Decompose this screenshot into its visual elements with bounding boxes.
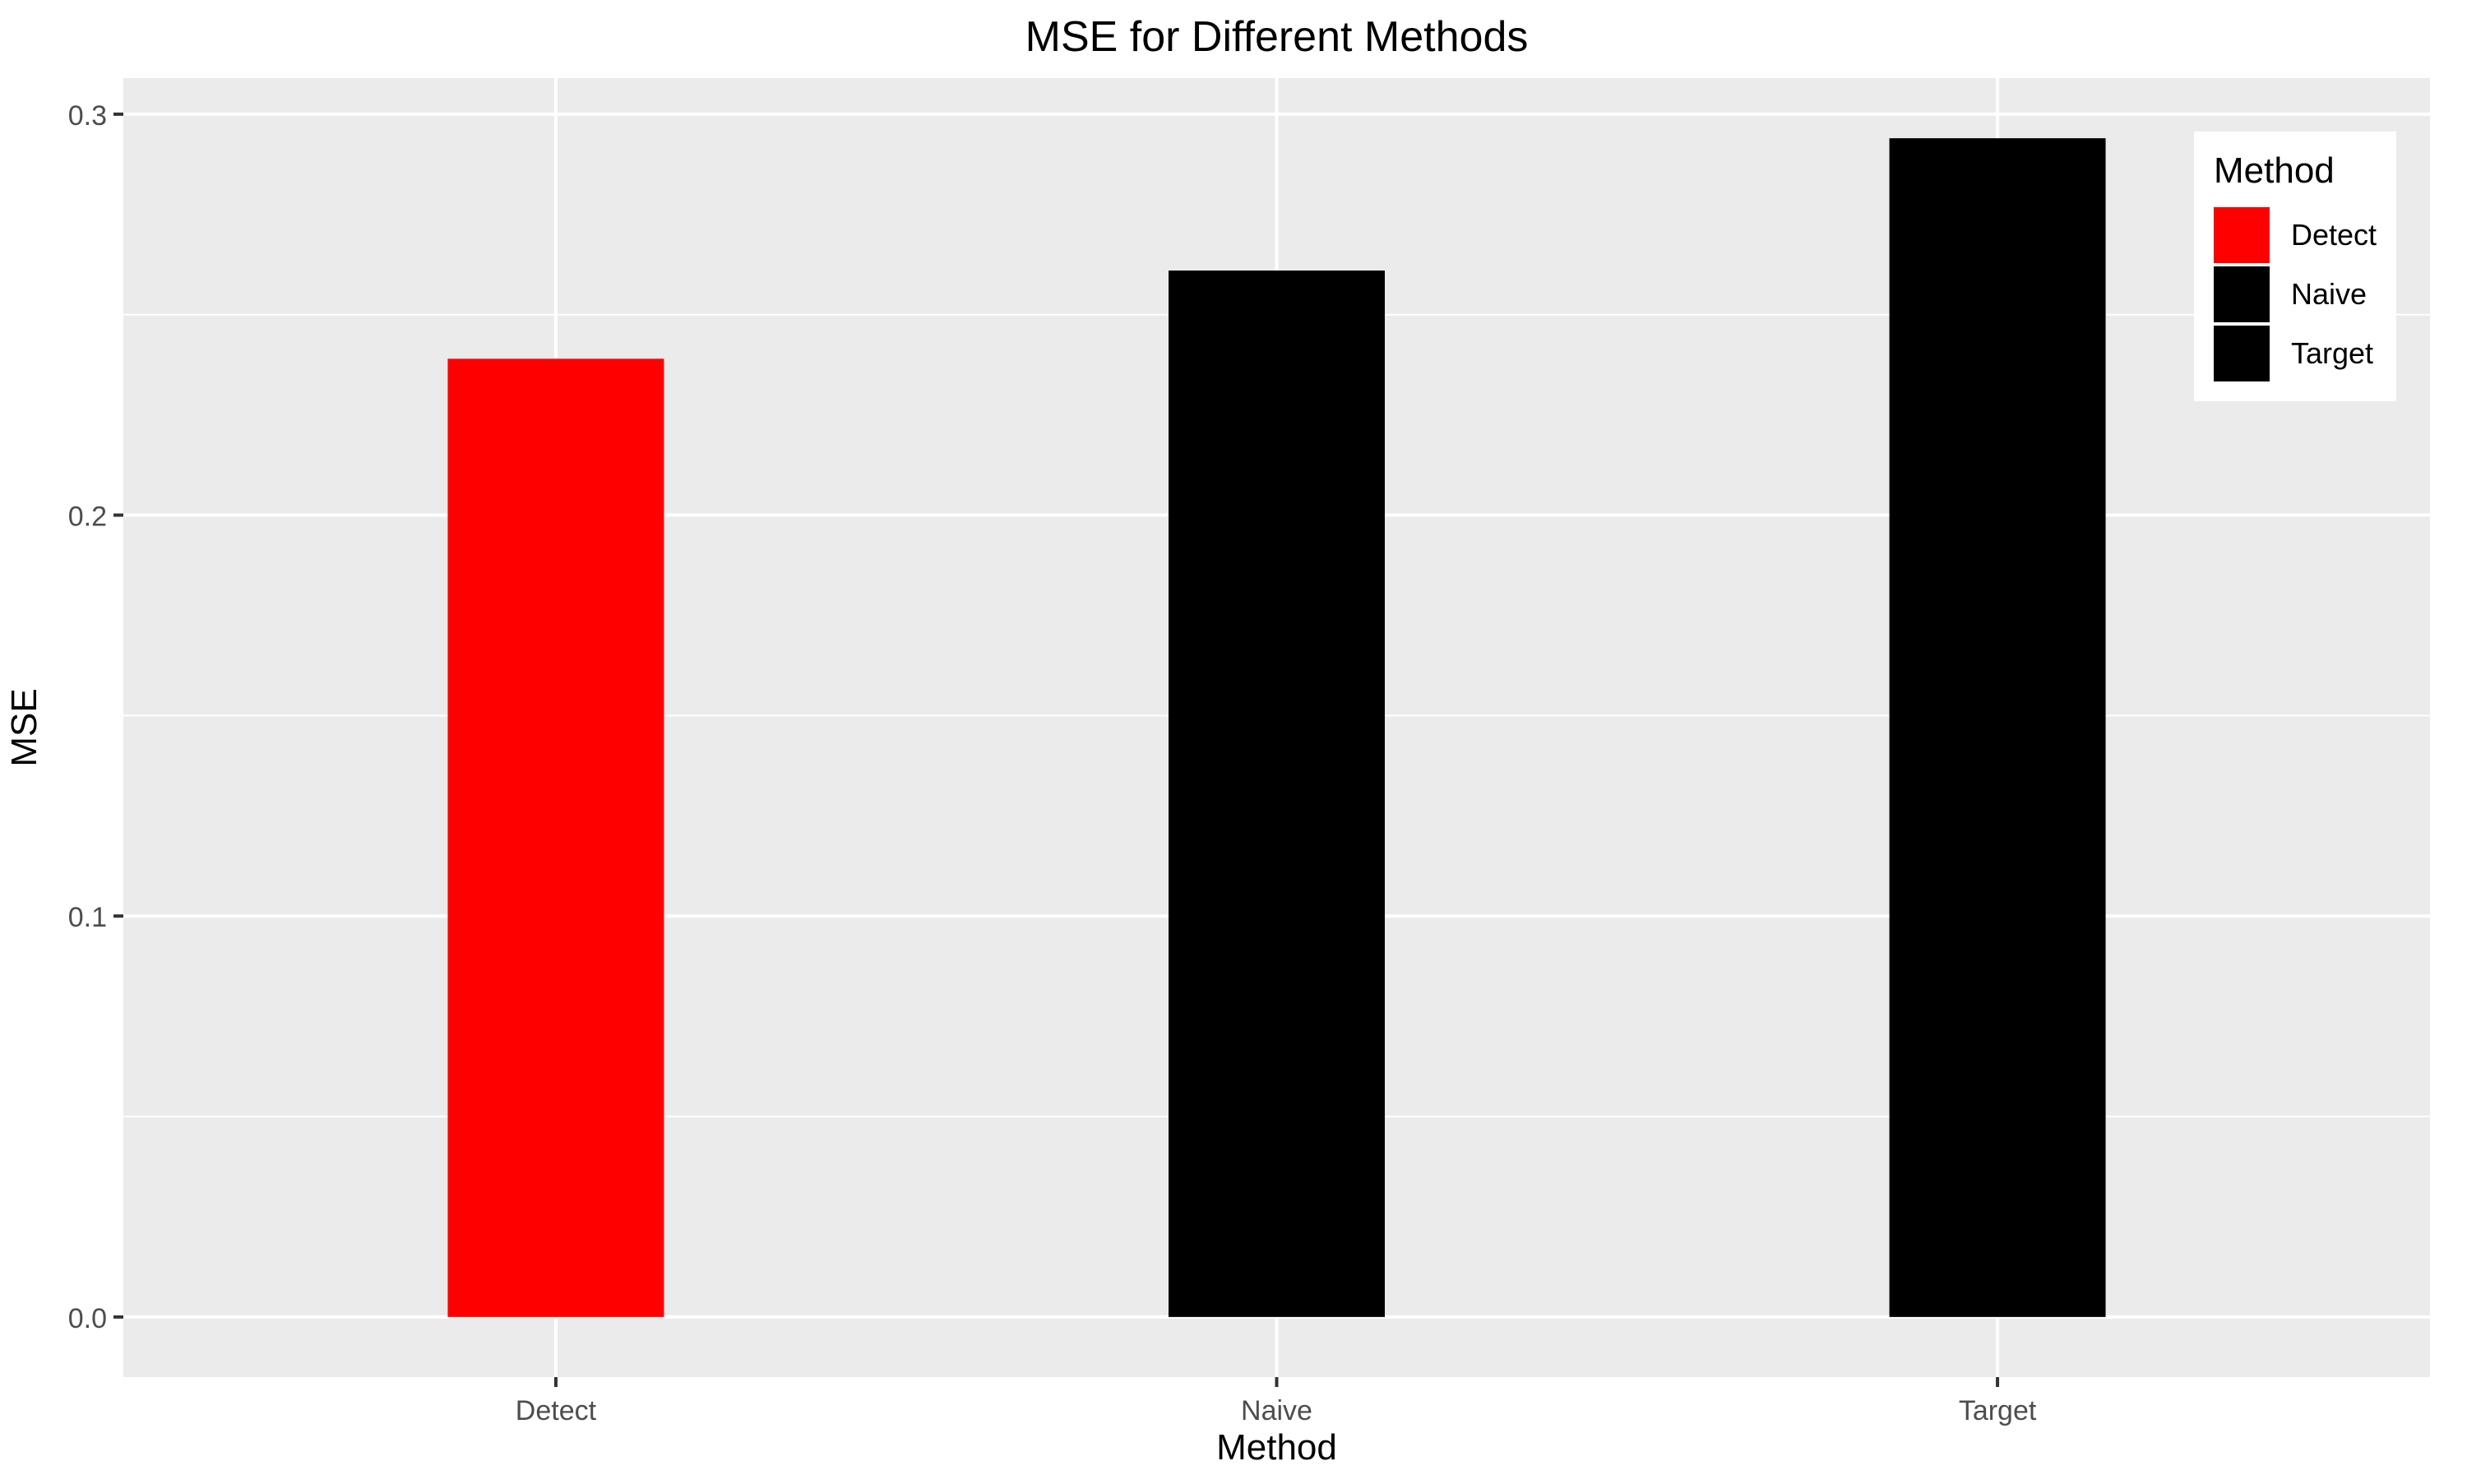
legend-label-target: Target	[2291, 336, 2373, 370]
y-axis-title: MSE	[4, 688, 44, 766]
x-tick-label: Target	[1959, 1395, 2037, 1426]
legend-key-detect	[2214, 207, 2270, 263]
legend-entries: Detect Naive Target	[2214, 207, 2377, 381]
bars-group	[447, 138, 2106, 1317]
y-tick-label: 0.0	[68, 1303, 107, 1334]
x-tick-label: Detect	[516, 1395, 597, 1426]
bar-naive	[1169, 270, 1385, 1317]
y-axis: 0.0 0.1 0.2 0.3	[68, 100, 123, 1334]
legend: Method Detect Naive Target	[2194, 132, 2396, 401]
legend-key-naive	[2214, 266, 2270, 322]
legend-label-naive: Naive	[2291, 277, 2367, 311]
y-tick-label: 0.1	[68, 902, 107, 933]
x-axis-title: Method	[1216, 1427, 1337, 1468]
y-tick-label: 0.3	[68, 100, 107, 132]
chart-title: MSE for Different Methods	[1025, 13, 1529, 61]
y-tick-label: 0.2	[68, 502, 107, 533]
legend-title: Method	[2214, 150, 2335, 191]
bar-target	[1889, 138, 2106, 1317]
bar-detect	[447, 358, 664, 1317]
legend-key-target	[2214, 326, 2270, 381]
x-axis: Detect Naive Target	[516, 1377, 2037, 1426]
legend-label-detect: Detect	[2291, 218, 2377, 252]
x-tick-label: Naive	[1241, 1395, 1312, 1426]
